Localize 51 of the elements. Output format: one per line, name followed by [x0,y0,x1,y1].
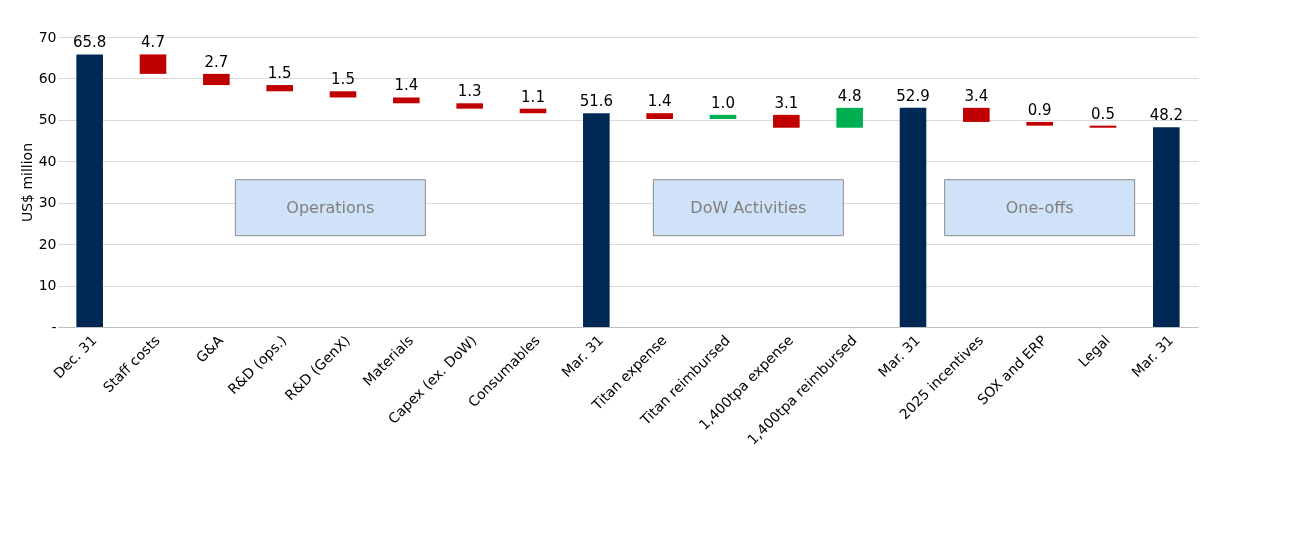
data-label: 65.8 [72,33,107,52]
data-label: 48.2 [1149,106,1184,125]
y-tick-label: 40 [38,152,57,169]
data-label: 4.7 [141,33,165,52]
bar [646,113,673,120]
data-label: 1.5 [331,70,355,89]
data-label: 51.6 [579,92,614,111]
x-tick-label: Dec. 31 [50,332,100,382]
data-label: 1.3 [457,82,482,101]
data-label: 2.7 [204,52,229,71]
annotation: One-offs [1005,197,1074,217]
annotation: DoW Activities [690,197,807,217]
data-label: 4.8 [837,86,862,105]
data-label: 1.1 [521,87,545,106]
data-label: 1.0 [711,93,735,112]
y-tick-label: 10 [38,277,57,294]
y-tick-label: 50 [38,111,57,128]
bar [1026,121,1053,126]
bar [836,107,863,128]
y-axis-title: US$ million [18,142,35,223]
bar [329,91,357,98]
data-label: 1.5 [267,64,292,83]
bar [139,54,167,74]
bar [709,114,737,120]
bar [76,54,103,327]
data-label: 0.9 [1027,100,1052,119]
bar [899,107,927,327]
x-tick-label: Mar. 31 [558,332,607,381]
y-tick-label: 60 [38,69,57,86]
y-tick-label: 70 [38,28,57,45]
data-label: 52.9 [896,86,930,105]
data-label: 3.4 [964,86,989,105]
y-tick-label: - [51,318,57,335]
data-label: 3.1 [774,93,799,112]
bar [773,114,800,128]
bar [393,97,420,104]
data-label: 1.4 [394,76,419,95]
x-tick-label: Mar. 31 [1128,332,1177,381]
annotation: Operations [286,197,375,217]
bar [456,103,483,109]
x-tick-label: Mar. 31 [874,332,923,381]
bar [1153,127,1180,327]
bar [583,113,610,327]
bar [203,73,230,86]
data-label: 1.4 [647,92,672,111]
y-tick-label: 20 [38,235,57,252]
bar [1089,125,1117,128]
data-label: 0.5 [1091,104,1115,123]
bar [266,85,293,92]
bar [963,107,990,122]
y-tick-label: 30 [38,194,57,211]
